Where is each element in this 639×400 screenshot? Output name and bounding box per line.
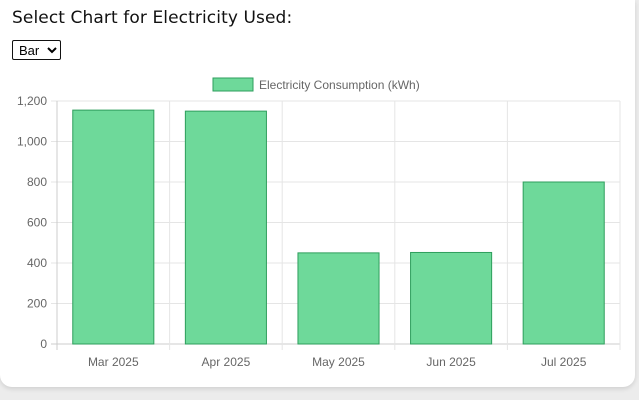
y-tick-label: 1,000 [17,135,47,149]
x-tick-label: Jul 2025 [541,355,587,369]
bar-jul-2025[interactable] [522,181,605,345]
y-tick-label: 600 [27,216,47,230]
x-tick-label: Mar 2025 [88,355,139,369]
bar-apr-2025[interactable] [184,110,267,345]
y-tick-label: 400 [27,256,47,270]
legend-swatch[interactable] [212,77,254,92]
chart-card: Select Chart for Electricity Used: Bar E… [0,0,635,387]
bar-mar-2025[interactable] [72,109,155,345]
x-tick-label: May 2025 [312,355,365,369]
chart-type-select[interactable]: Bar [12,40,61,60]
x-axis: Mar 2025 Apr 2025 May 2025 Jun 2025 Jul 2025 [88,355,587,369]
x-tick-label: Apr 2025 [202,355,251,369]
legend-label[interactable]: Electricity Consumption (kWh) [259,78,420,92]
chart-legend[interactable]: Electricity Consumption (kWh) [212,77,420,92]
y-tick-label: 200 [27,297,47,311]
y-tick-label: 800 [27,175,47,189]
y-tick-label: 1,200 [17,94,47,108]
x-tick-label: Jun 2025 [426,355,476,369]
chart-bars [72,109,605,345]
page-title: Select Chart for Electricity Used: [12,8,293,28]
y-axis: 0 200 400 600 800 1,000 1,200 [17,94,47,351]
bar-may-2025[interactable] [297,252,380,345]
y-tick-label: 0 [40,337,47,351]
electricity-bar-chart: Electricity Consumption (kWh) 0 200 400 600… [17,77,621,369]
bar-jun-2025[interactable] [410,251,493,345]
